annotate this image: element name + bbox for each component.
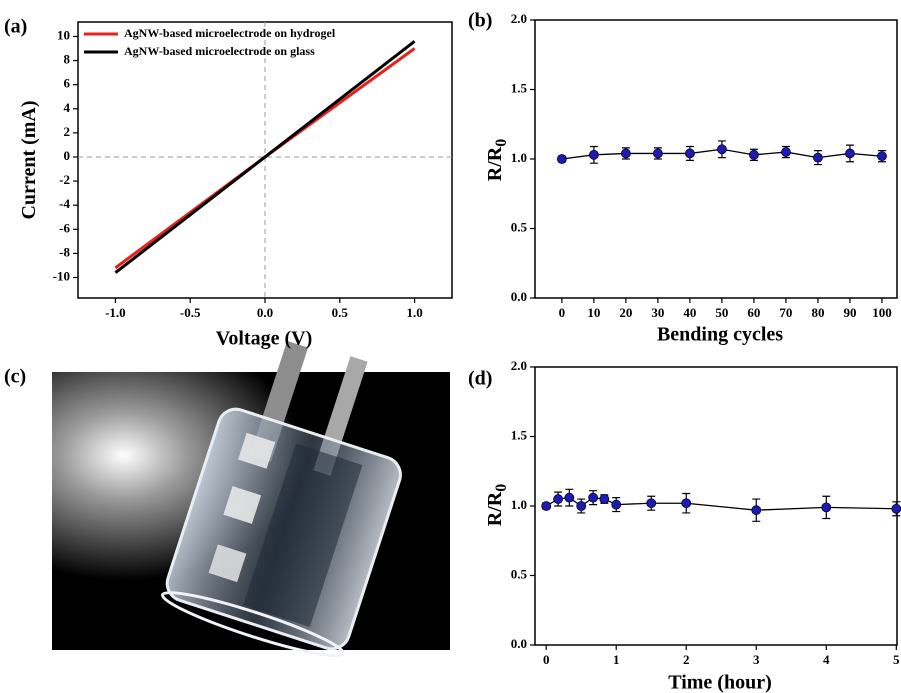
y-tick-label: 10 bbox=[57, 27, 70, 42]
data-point bbox=[611, 499, 622, 510]
y-tick-label: 1.5 bbox=[511, 427, 528, 442]
legend-label: AgNW-based microelectrode on hydrogel bbox=[124, 26, 336, 40]
data-point bbox=[588, 149, 599, 160]
data-point bbox=[813, 152, 823, 163]
data-point bbox=[717, 144, 727, 155]
x-tick-label: 50 bbox=[715, 305, 728, 320]
x-tick-label: 2 bbox=[683, 652, 690, 667]
data-line bbox=[114, 40, 416, 274]
y-tick-label: 0.5 bbox=[511, 219, 528, 234]
legend-label: AgNW-based microelectrode on glass bbox=[124, 44, 315, 58]
data-line bbox=[545, 496, 897, 511]
data-point bbox=[564, 492, 575, 503]
plot-frame bbox=[534, 19, 898, 299]
data-point bbox=[553, 494, 564, 504]
y-axis-label-text: R/R bbox=[484, 491, 506, 526]
y-tick-label: 4 bbox=[64, 100, 71, 115]
x-tick-label: 100 bbox=[872, 305, 892, 320]
y-tick-label: 2 bbox=[64, 124, 71, 139]
y-tick-label: -8 bbox=[59, 244, 70, 259]
x-tick-label: 90 bbox=[843, 305, 856, 320]
data-point bbox=[845, 148, 855, 159]
y-tick-label: 6 bbox=[64, 76, 71, 91]
panel-label: (a) bbox=[4, 16, 27, 38]
x-tick-label: 80 bbox=[811, 305, 824, 320]
y-tick-label: 1.5 bbox=[511, 80, 528, 95]
data-point bbox=[646, 498, 657, 509]
data-point bbox=[599, 494, 610, 504]
y-tick-label: 1.0 bbox=[511, 497, 527, 512]
data-point bbox=[685, 148, 695, 159]
y-axis-label: R/R0 bbox=[484, 484, 510, 526]
x-tick-label: 5 bbox=[893, 652, 900, 667]
y-tick-label: 2.0 bbox=[511, 358, 527, 373]
y-tick-label: 0.0 bbox=[511, 636, 527, 651]
y-tick-label: -2 bbox=[59, 172, 70, 187]
data-point bbox=[751, 505, 762, 516]
x-tick-label: -0.5 bbox=[180, 305, 201, 320]
y-tick-label: 0.5 bbox=[511, 566, 528, 581]
data-point bbox=[556, 154, 567, 164]
y-tick-label: -6 bbox=[59, 220, 70, 235]
x-axis-label: Time (hour) bbox=[668, 672, 772, 693]
y-tick-label: 8 bbox=[64, 52, 71, 67]
data-point bbox=[781, 147, 791, 157]
data-point bbox=[821, 502, 832, 513]
y-tick-label: 2.0 bbox=[511, 11, 527, 26]
x-tick-label: 1 bbox=[613, 652, 620, 667]
data-point bbox=[621, 148, 631, 159]
x-tick-label: -1.0 bbox=[105, 305, 126, 320]
y-tick-label: 1.0 bbox=[511, 150, 527, 165]
data-point bbox=[891, 503, 901, 514]
y-tick-label: 0 bbox=[64, 148, 71, 163]
x-tick-label: 70 bbox=[779, 305, 792, 320]
data-point bbox=[541, 501, 552, 511]
data-point bbox=[681, 498, 692, 509]
panel-label: (d) bbox=[468, 368, 492, 390]
y-axis-label-subscript: 0 bbox=[493, 484, 510, 492]
x-tick-label: 20 bbox=[619, 305, 632, 320]
y-axis-label: Current (mA) bbox=[18, 100, 40, 219]
y-axis-label-text: Current (mA) bbox=[18, 100, 40, 219]
x-tick-label: 0 bbox=[559, 305, 566, 320]
x-axis-label: Voltage (V) bbox=[216, 328, 312, 350]
data-point bbox=[653, 148, 663, 159]
y-axis-label: R/R0 bbox=[484, 139, 510, 181]
data-point bbox=[588, 492, 599, 503]
data-point bbox=[877, 151, 887, 162]
panel-label: (c) bbox=[4, 366, 26, 388]
x-tick-label: 0 bbox=[543, 652, 550, 667]
y-tick-label: -10 bbox=[53, 268, 70, 283]
y-axis-label-text: R/R bbox=[484, 146, 506, 181]
x-tick-label: 40 bbox=[683, 305, 696, 320]
y-tick-label: 0.0 bbox=[511, 289, 527, 304]
data-point bbox=[749, 149, 759, 160]
x-tick-label: 4 bbox=[823, 652, 830, 667]
x-tick-label: 30 bbox=[651, 305, 664, 320]
x-tick-label: 1.0 bbox=[406, 305, 422, 320]
data-point bbox=[576, 501, 587, 511]
x-tick-label: 0.5 bbox=[332, 305, 349, 320]
photo bbox=[52, 340, 450, 658]
x-tick-label: 10 bbox=[587, 305, 600, 320]
y-axis-label-subscript: 0 bbox=[493, 139, 510, 147]
x-axis-label: Bending cycles bbox=[657, 324, 783, 346]
panel-label: (b) bbox=[468, 10, 492, 32]
x-tick-label: 60 bbox=[747, 305, 760, 320]
x-tick-label: 0.0 bbox=[257, 305, 273, 320]
y-tick-label: -4 bbox=[59, 196, 70, 211]
x-tick-label: 3 bbox=[753, 652, 760, 667]
